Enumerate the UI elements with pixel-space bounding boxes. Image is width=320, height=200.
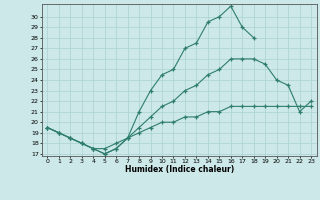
X-axis label: Humidex (Indice chaleur): Humidex (Indice chaleur) (124, 165, 234, 174)
